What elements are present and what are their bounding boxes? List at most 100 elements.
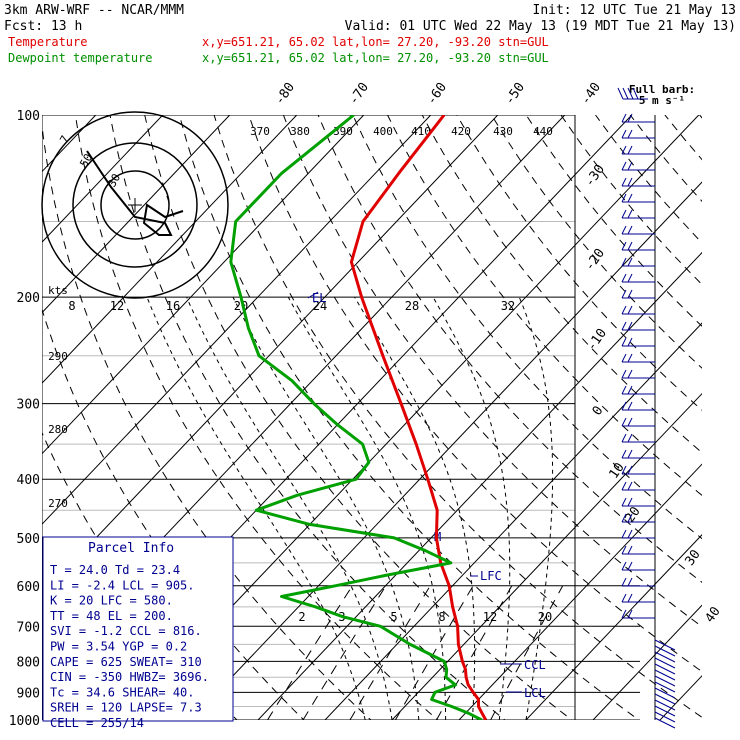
wind-barb-flag xyxy=(627,385,633,395)
wind-barb-flag xyxy=(621,545,627,555)
mixing-ratio-label: 8 xyxy=(438,610,445,624)
wind-barb-flag xyxy=(627,145,633,155)
wind-barb-flag xyxy=(627,289,633,299)
parcel-info-row: SREH = 120 LAPSE= 7.3 xyxy=(50,701,202,715)
hodograph-ring-label: 7 xyxy=(57,133,72,145)
hodograph-speed-label: 16 xyxy=(166,299,180,313)
isotherm-label: -20 xyxy=(582,246,608,274)
isotherm-line xyxy=(458,463,702,720)
wind-barb-low xyxy=(654,675,676,687)
parcel-info-row: PW = 3.54 YGP = 0.2 xyxy=(50,640,187,654)
dry-adiabat xyxy=(109,115,506,720)
dry-adiabat xyxy=(248,115,702,673)
wind-barb-flag xyxy=(621,385,627,395)
dry-adiabat xyxy=(213,115,702,718)
wind-barb-low xyxy=(654,717,676,729)
wind-barb-flag xyxy=(627,113,633,123)
moist-adiabat xyxy=(518,296,554,720)
wind-barb-flag xyxy=(627,369,633,379)
forecast-hour: Fcst: 13 h xyxy=(4,19,82,34)
theta-label: 400 xyxy=(373,125,393,138)
hodograph-speed-label: 12 xyxy=(110,299,124,313)
isotherm-line xyxy=(42,115,231,314)
pressure-axis-label: 800 xyxy=(17,655,40,670)
isotherm-label: 10 xyxy=(606,460,627,481)
isotherm-label: -10 xyxy=(584,326,610,354)
parcel-info-row: Tc = 34.6 SHEAR= 40. xyxy=(50,685,195,699)
mixing-ratio-line xyxy=(490,585,564,720)
theta-label: 440 xyxy=(533,125,553,138)
dry-adiabat xyxy=(317,115,702,583)
hodograph-speed-label: 32 xyxy=(501,299,515,313)
parcel-info-box xyxy=(42,536,234,722)
isotherm-line xyxy=(525,534,702,720)
isotherm-line xyxy=(659,675,702,720)
hodograph-speed-label: 8 xyxy=(68,299,75,313)
mixing-ratio-line xyxy=(302,585,387,720)
temperature-station-info: x,y=651.21, 65.02 lat,lon= 27.20, -93.20… xyxy=(202,35,549,49)
wind-barb-low xyxy=(654,693,676,705)
isotherm-line xyxy=(257,251,702,720)
level-marker-lcl: LCL xyxy=(524,686,546,700)
wind-barb-flag xyxy=(621,609,627,619)
wind-barb-flag xyxy=(621,289,627,299)
wind-barb-flag xyxy=(621,417,627,427)
dry-adiabat xyxy=(491,115,702,369)
pressure-axis-label: 100 xyxy=(17,109,40,124)
wind-barb-flag xyxy=(621,369,627,379)
dry-adiabat xyxy=(525,115,702,327)
pressure-axis-label: 400 xyxy=(17,473,40,488)
mixing-ratio-label: 5 xyxy=(390,610,397,624)
wind-barb-low xyxy=(654,681,676,693)
wind-barb-flag xyxy=(627,337,633,347)
parcel-info-row: CAPE = 625 SWEAT= 310 xyxy=(50,655,202,669)
wind-barb-flag xyxy=(621,401,627,411)
parcel-info-title: Parcel Info xyxy=(88,541,174,556)
wind-barb-flag xyxy=(621,529,627,539)
parcel-info-row: CELL = 255/14 xyxy=(50,716,144,730)
theta-label: 390 xyxy=(333,125,353,138)
wind-barb-flag xyxy=(627,561,633,571)
wind-barb-flag xyxy=(627,305,633,315)
parcel-info-row: T = 24.0 Td = 23.4 xyxy=(50,563,180,577)
level-marker-lfc: LFC xyxy=(480,569,502,583)
dry-adiabat xyxy=(352,115,702,540)
wind-barb-flag xyxy=(621,465,627,475)
isotherm-line xyxy=(715,115,740,733)
wind-barb-low xyxy=(654,699,676,711)
wind-barb-flag xyxy=(627,257,633,267)
wind-barb-flag xyxy=(627,513,633,523)
wind-barb-flag xyxy=(621,561,627,571)
wind-barb-low xyxy=(654,645,676,657)
pressure-axis-label: 200 xyxy=(17,291,40,306)
dry-adiabat xyxy=(664,115,702,161)
pressure-axis-label: 700 xyxy=(17,620,40,635)
wind-barb-flag xyxy=(627,161,633,171)
theta-label: 410 xyxy=(411,125,431,138)
theta-label: 380 xyxy=(290,125,310,138)
wind-barb-flag xyxy=(627,609,633,619)
hodograph-ring xyxy=(72,142,198,268)
isotherm-label: -40 xyxy=(578,80,604,108)
isotherm-label: 0 xyxy=(590,403,607,418)
mixing-ratio-line xyxy=(267,585,353,720)
wind-barb-flag xyxy=(621,433,627,443)
wind-barb-flag xyxy=(627,593,633,603)
dry-adiabat xyxy=(699,115,702,119)
dry-adiabat xyxy=(734,115,740,733)
isotherm-line xyxy=(42,115,499,596)
dewpoint-station-info: x,y=651.21, 65.02 lat,lon= 27.20, -93.20… xyxy=(202,51,549,65)
wind-barbs xyxy=(621,113,676,729)
wind-barb-flag xyxy=(621,321,627,331)
wind-barb-flag xyxy=(621,113,627,123)
level-marker-el: EL xyxy=(312,291,326,305)
wind-barb-flag xyxy=(621,305,627,315)
wind-barb-low xyxy=(654,705,676,717)
wind-barb-flag xyxy=(627,193,633,203)
isotherm-line xyxy=(42,115,164,243)
level-marker-tick xyxy=(307,291,319,299)
moist-adiabat xyxy=(232,296,420,720)
wind-barb-flag xyxy=(621,257,627,267)
isotherm-label: -80 xyxy=(272,80,298,108)
wind-barb-flag xyxy=(627,209,633,219)
